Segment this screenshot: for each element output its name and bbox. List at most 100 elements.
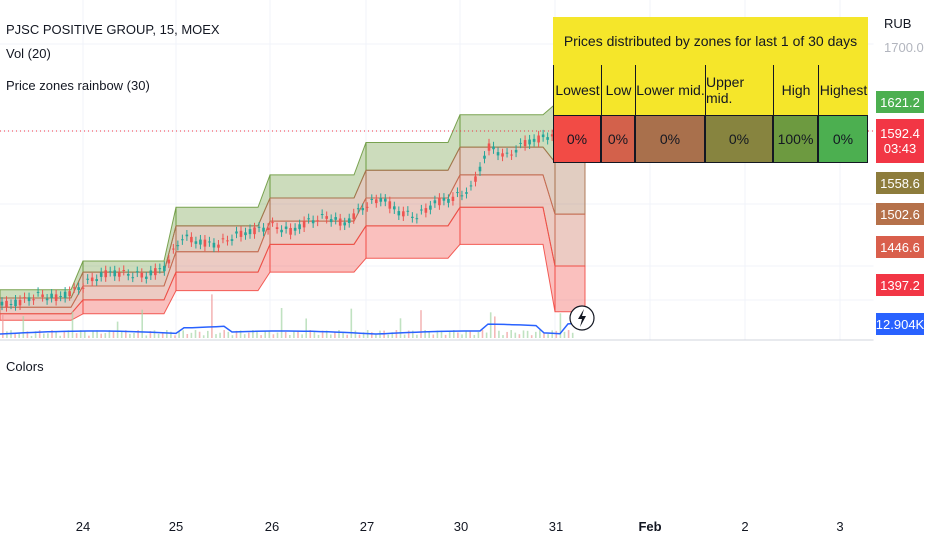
volume-bar-133 xyxy=(547,334,549,338)
candle-body-94 xyxy=(424,208,428,213)
volume-bar-54 xyxy=(223,330,225,338)
zone-header-lower-mid-: Lower mid. xyxy=(635,65,705,115)
volume-bar-103 xyxy=(424,330,426,338)
candle-body-82 xyxy=(370,198,374,200)
candle-body-20 xyxy=(90,277,94,282)
volume-bar-27 xyxy=(112,331,115,338)
candle-body-110 xyxy=(496,152,500,156)
zone-table-title: Prices distributed by zones for last 1 o… xyxy=(553,17,868,65)
volume-bar-68 xyxy=(280,308,283,338)
time-tick-0: 24 xyxy=(75,519,91,534)
candle-body-31 xyxy=(140,272,144,278)
candle-body-118 xyxy=(532,138,536,142)
volume-bar-19 xyxy=(79,330,82,338)
volume-bar-88 xyxy=(362,332,365,338)
volume-bar-67 xyxy=(276,332,279,338)
zone-band-1-day-6 xyxy=(554,161,586,215)
candle-body-44 xyxy=(199,239,202,245)
volume-bar-32 xyxy=(133,332,135,338)
volume-bar-62 xyxy=(256,331,258,338)
volume-bar-51 xyxy=(211,294,213,338)
price-tag-value: 1558.6 xyxy=(880,175,920,191)
volume-bar-80 xyxy=(330,334,332,338)
volume-bar-83 xyxy=(342,332,344,338)
volume-bar-52 xyxy=(215,334,217,338)
candle-body-45 xyxy=(203,239,207,247)
candle-body-4 xyxy=(18,299,22,306)
candle-body-96 xyxy=(433,200,437,204)
lower-pane-label[interactable]: Colors xyxy=(6,359,44,374)
candle-body-18 xyxy=(81,287,85,289)
candle-body-104 xyxy=(469,185,473,187)
volume-bar-61 xyxy=(252,330,254,338)
candle-body-1 xyxy=(5,300,8,307)
candle-body-86 xyxy=(388,201,392,209)
flash-icon[interactable] xyxy=(569,305,595,331)
volume-bar-10 xyxy=(43,333,45,338)
volume-bar-59 xyxy=(243,334,246,338)
candle-body-35 xyxy=(158,268,162,270)
volume-bar-63 xyxy=(260,335,262,338)
candle-body-117 xyxy=(528,139,531,145)
volume-bar-94 xyxy=(387,334,389,338)
candle-body-28 xyxy=(126,273,130,276)
zones-indicator-label[interactable]: Price zones rainbow (30) xyxy=(6,78,150,93)
price-tag-3: 1502.6 xyxy=(876,203,924,225)
candle-body-112 xyxy=(505,152,509,154)
price-tag-2: 1558.6 xyxy=(876,172,924,194)
symbol-title[interactable]: PJSC POSITIVE GROUP, 15, MOEX xyxy=(6,22,220,37)
volume-bar-37 xyxy=(153,330,156,338)
candle-body-7 xyxy=(32,299,35,301)
zone-band-0-day-3 xyxy=(269,142,367,199)
volume-bar-81 xyxy=(334,332,336,338)
price-tag-value: 1446.6 xyxy=(880,239,920,255)
volume-bar-46 xyxy=(190,332,193,338)
candle-body-17 xyxy=(77,287,80,291)
candle-body-11 xyxy=(50,293,53,298)
volume-bar-21 xyxy=(88,335,90,338)
volume-bar-17 xyxy=(71,311,74,338)
volume-bar-137 xyxy=(563,331,566,338)
candle-body-113 xyxy=(510,154,513,156)
volume-bar-36 xyxy=(149,331,152,338)
time-tick-3: 27 xyxy=(359,519,375,534)
volume-bar-125 xyxy=(514,332,517,338)
candle-body-16 xyxy=(72,287,76,289)
candle-body-89 xyxy=(402,211,405,217)
candle-body-99 xyxy=(447,198,450,203)
candle-body-19 xyxy=(86,278,89,280)
volume-bar-114 xyxy=(469,330,471,338)
candle-body-122 xyxy=(550,134,554,137)
volume-bar-106 xyxy=(436,330,439,338)
zone-value-0: 0% xyxy=(553,115,601,163)
candle-body-120 xyxy=(541,134,545,138)
candle-body-73 xyxy=(329,219,333,223)
candle-body-80 xyxy=(361,208,365,211)
time-tick-5: 31 xyxy=(548,519,564,534)
volume-bar-8 xyxy=(34,331,37,338)
volume-bar-138 xyxy=(567,330,570,338)
candle-body-41 xyxy=(185,234,189,237)
candle-body-13 xyxy=(59,295,62,297)
volume-ma-path xyxy=(0,322,585,335)
volume-bar-39 xyxy=(161,332,164,338)
volume-bar-50 xyxy=(207,330,209,338)
volume-bar-64 xyxy=(264,330,266,338)
candle-body-111 xyxy=(501,153,504,157)
zone-band-0-day-1 xyxy=(82,207,177,273)
volume-bar-55 xyxy=(227,331,230,338)
candle-body-114 xyxy=(514,149,518,153)
volume-bar-87 xyxy=(358,334,361,338)
candle-body-50 xyxy=(226,240,229,242)
volume-indicator-label[interactable]: Vol (20) xyxy=(6,46,51,61)
zone-header-lowest: Lowest xyxy=(553,65,601,115)
price-tag-value: 1397.2 xyxy=(880,277,920,293)
candle-body-64 xyxy=(289,227,292,235)
volume-bar-66 xyxy=(272,334,275,338)
candle-body-66 xyxy=(298,224,301,230)
volume-bar-111 xyxy=(457,332,459,338)
volume-bar-127 xyxy=(522,330,525,338)
candle-body-101 xyxy=(456,192,459,194)
volume-bar-86 xyxy=(354,330,357,338)
